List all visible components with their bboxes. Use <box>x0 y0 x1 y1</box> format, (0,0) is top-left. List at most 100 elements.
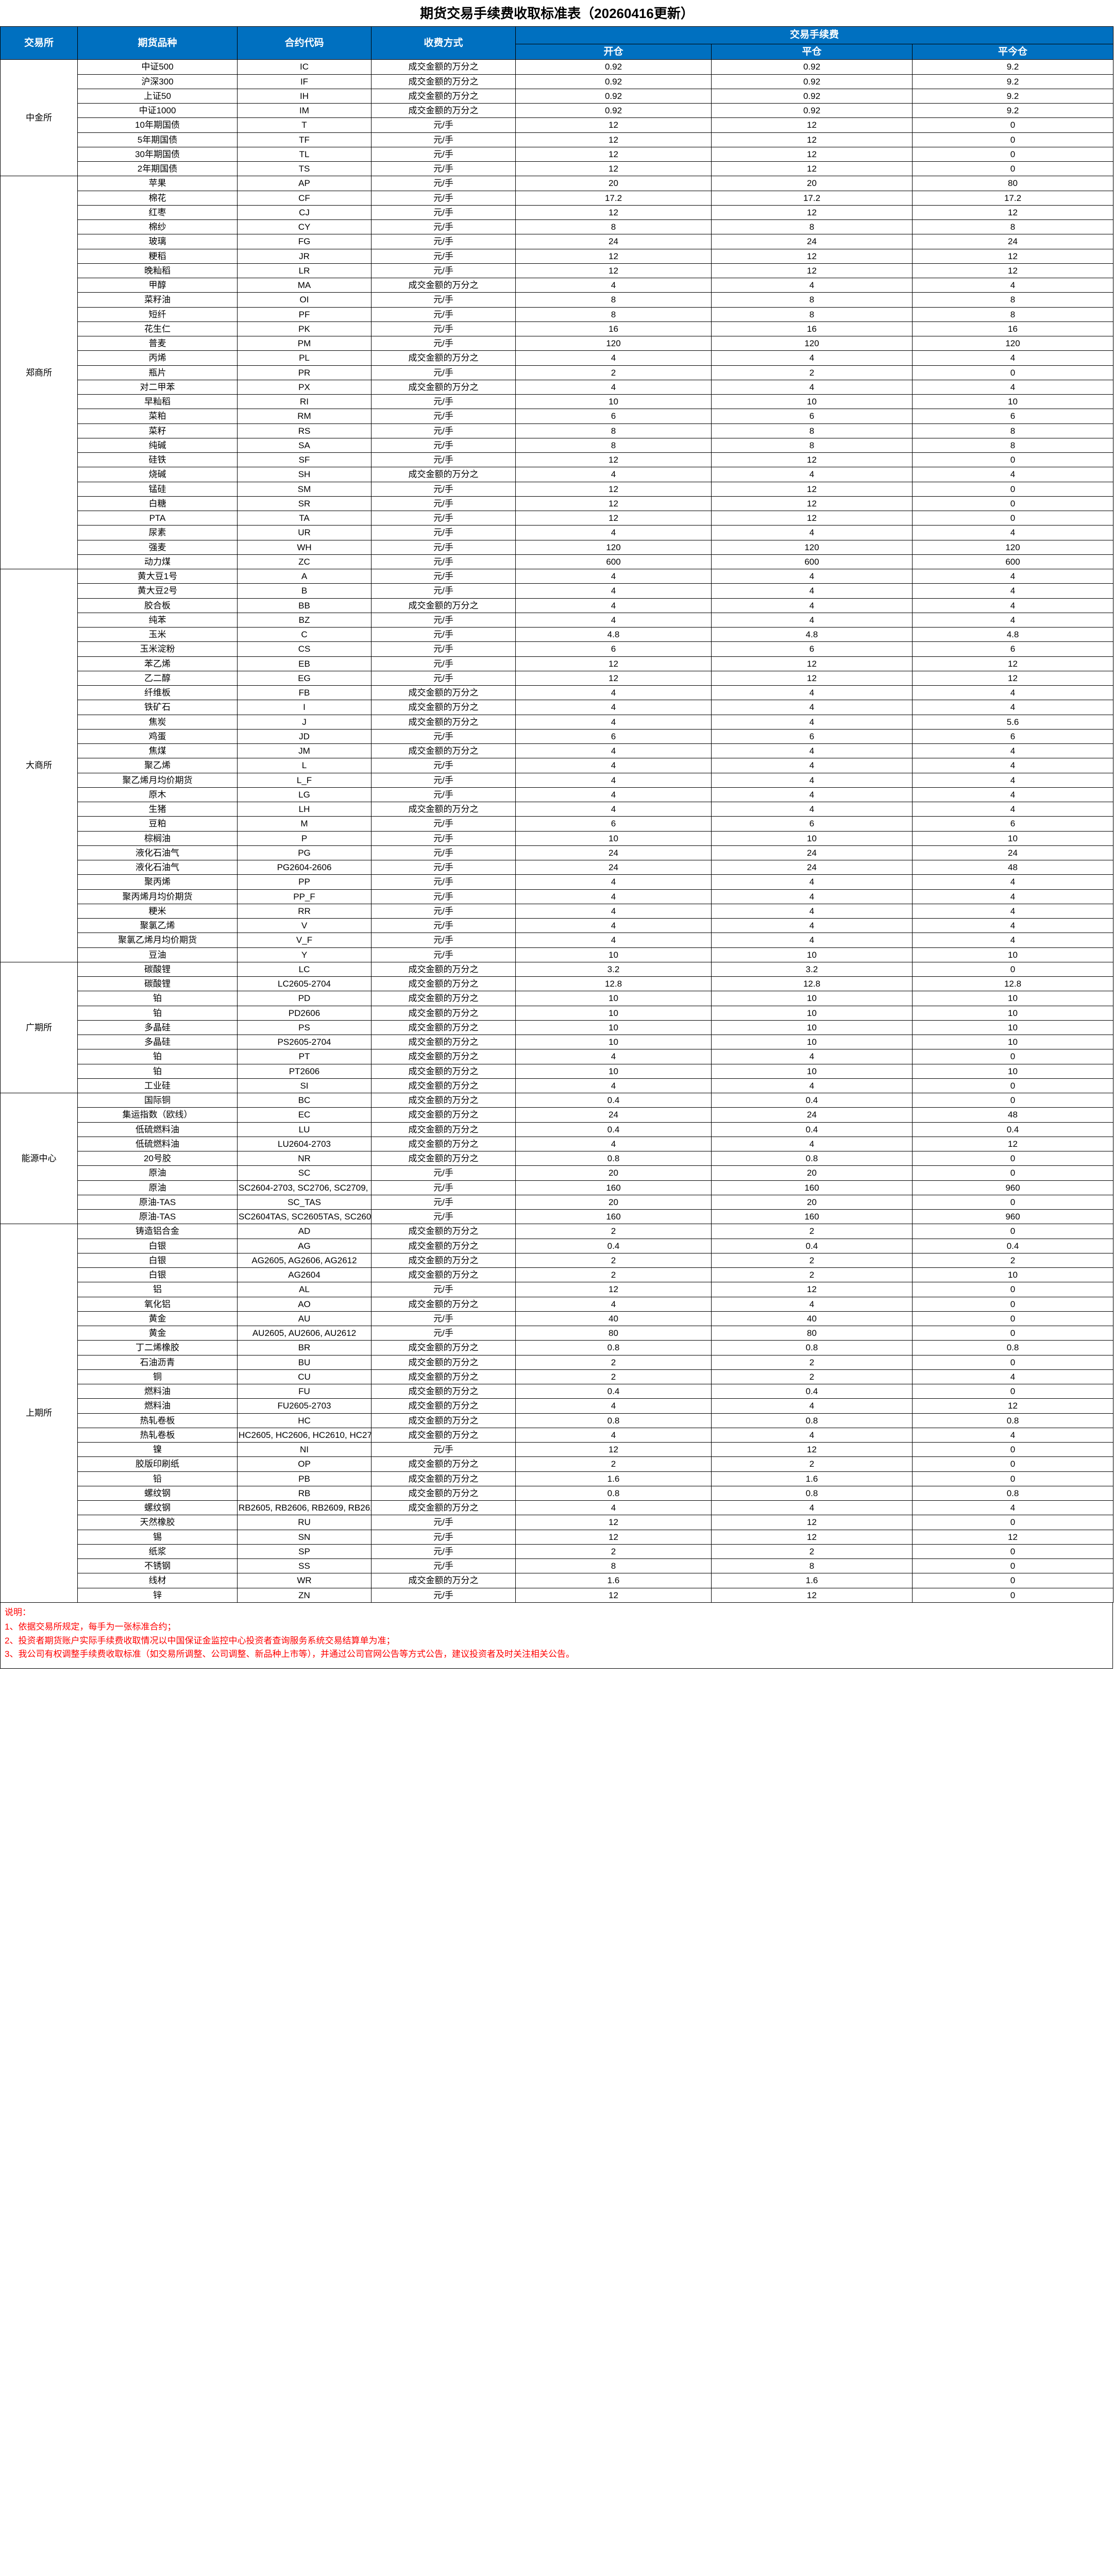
close-fee-cell: 3.2 <box>711 961 913 977</box>
table-row: PTA TA 元/手 12 12 0 <box>1 511 1114 526</box>
contract-code-cell: MA <box>237 278 372 293</box>
charge-mode-cell: 元/手 <box>371 307 516 322</box>
open-fee-cell: 12 <box>515 117 712 133</box>
product-cell: 乙二醇 <box>77 670 238 686</box>
open-fee-cell: 4 <box>515 598 712 613</box>
charge-mode-cell: 成交金额的万分之 <box>371 1427 516 1443</box>
close-today-fee-cell: 0 <box>912 1587 1114 1603</box>
close-today-fee-cell: 48 <box>912 1107 1114 1123</box>
table-row: 菜籽 RS 元/手 8 8 8 <box>1 423 1114 438</box>
contract-code-cell: AG <box>237 1238 372 1253</box>
open-fee-cell: 4 <box>515 612 712 628</box>
close-today-fee-cell: 4 <box>912 1369 1114 1385</box>
close-today-fee-cell: 4 <box>912 1427 1114 1443</box>
table-row: 铅 PB 成交金额的万分之 1.6 1.6 0 <box>1 1471 1114 1486</box>
open-fee-cell: 24 <box>515 860 712 875</box>
close-fee-cell: 12 <box>711 1587 913 1603</box>
table-row: 聚氯乙烯 V 元/手 4 4 4 <box>1 918 1114 934</box>
open-fee-cell: 8 <box>515 292 712 308</box>
product-cell: 焦煤 <box>77 743 238 759</box>
note-line: 3、我公司有权调整手续费收取标准（如交易所调整、公司调整、新品种上市等），并通过… <box>5 1649 575 1659</box>
contract-code-cell: FG <box>237 234 372 249</box>
charge-mode-cell: 元/手 <box>371 656 516 671</box>
table-row: 原油 SC 元/手 20 20 0 <box>1 1165 1114 1181</box>
close-fee-cell: 0.8 <box>711 1485 913 1501</box>
charge-mode-cell: 元/手 <box>371 1515 516 1530</box>
contract-code-cell: RS <box>237 423 372 438</box>
charge-mode-cell: 成交金额的万分之 <box>371 685 516 701</box>
charge-mode-cell: 元/手 <box>371 176 516 191</box>
table-row: 鸡蛋 JD 元/手 6 6 6 <box>1 728 1114 744</box>
table-row: 硅铁 SF 元/手 12 12 0 <box>1 452 1114 468</box>
product-cell: 不锈钢 <box>77 1558 238 1574</box>
open-fee-cell: 0.8 <box>515 1151 712 1166</box>
table-row: 焦炭 J 成交金额的万分之 4 4 5.6 <box>1 714 1114 730</box>
close-today-fee-cell: 4 <box>912 772 1114 788</box>
contract-code-cell: EB <box>237 656 372 671</box>
table-row: 多晶硅 PS2605-2704 成交金额的万分之 10 10 10 <box>1 1035 1114 1050</box>
close-today-fee-cell: 0 <box>912 1471 1114 1486</box>
close-today-fee-cell: 0 <box>912 1442 1114 1458</box>
close-fee-cell: 12 <box>711 481 913 497</box>
table-row: 纤维板 FB 成交金额的万分之 4 4 4 <box>1 685 1114 701</box>
col-header-open: 开仓 <box>515 43 712 60</box>
close-fee-cell: 12 <box>711 161 913 177</box>
contract-code-cell: ZC <box>237 554 372 570</box>
close-fee-cell: 12 <box>711 132 913 147</box>
table-row: 铂 PT2606 成交金额的万分之 10 10 10 <box>1 1063 1114 1079</box>
charge-mode-cell: 成交金额的万分之 <box>371 1573 516 1588</box>
open-fee-cell: 1.6 <box>515 1471 712 1486</box>
charge-mode-cell: 成交金额的万分之 <box>371 103 516 118</box>
product-cell: 天然橡胶 <box>77 1515 238 1530</box>
close-today-fee-cell: 0 <box>912 1151 1114 1166</box>
close-today-fee-cell: 12 <box>912 656 1114 671</box>
close-fee-cell: 10 <box>711 831 913 846</box>
table-row: 棉纱 CY 元/手 8 8 8 <box>1 219 1114 235</box>
table-row: 豆粕 M 元/手 6 6 6 <box>1 816 1114 832</box>
table-row: 20号胶 NR 成交金额的万分之 0.8 0.8 0 <box>1 1151 1114 1166</box>
open-fee-cell: 24 <box>515 845 712 861</box>
close-fee-cell: 20 <box>711 1194 913 1210</box>
open-fee-cell: 12 <box>515 161 712 177</box>
charge-mode-cell: 元/手 <box>371 583 516 599</box>
close-today-fee-cell: 0 <box>912 132 1114 147</box>
charge-mode-cell: 成交金额的万分之 <box>371 1500 516 1516</box>
product-cell: 多晶硅 <box>77 1020 238 1036</box>
charge-mode-cell: 成交金额的万分之 <box>371 1107 516 1123</box>
charge-mode-cell: 元/手 <box>371 772 516 788</box>
open-fee-cell: 80 <box>515 1326 712 1341</box>
open-fee-cell: 4 <box>515 1049 712 1064</box>
table-row: 沪深300 IF 成交金额的万分之 0.92 0.92 9.2 <box>1 74 1114 89</box>
table-row: 玉米 C 元/手 4.8 4.8 4.8 <box>1 627 1114 642</box>
product-cell: 对二甲苯 <box>77 379 238 395</box>
open-fee-cell: 12 <box>515 511 712 526</box>
table-row: 花生仁 PK 元/手 16 16 16 <box>1 321 1114 337</box>
open-fee-cell: 0.4 <box>515 1122 712 1137</box>
open-fee-cell: 16 <box>515 321 712 337</box>
table-row: 燃料油 FU 成交金额的万分之 0.4 0.4 0 <box>1 1384 1114 1399</box>
open-fee-cell: 6 <box>515 816 712 832</box>
contract-code-cell: IC <box>237 59 372 75</box>
contract-code-cell: P <box>237 831 372 846</box>
close-fee-cell: 10 <box>711 991 913 1006</box>
close-today-fee-cell: 0 <box>912 1049 1114 1064</box>
contract-code-cell: WH <box>237 539 372 555</box>
open-fee-cell: 160 <box>515 1180 712 1195</box>
close-today-fee-cell: 0 <box>912 365 1114 380</box>
close-today-fee-cell: 10 <box>912 831 1114 846</box>
table-row: 铂 PD2606 成交金额的万分之 10 10 10 <box>1 1005 1114 1021</box>
table-row: 丁二烯橡胶 BR 成交金额的万分之 0.8 0.8 0.8 <box>1 1340 1114 1355</box>
product-cell: 锌 <box>77 1587 238 1603</box>
close-fee-cell: 0.4 <box>711 1238 913 1253</box>
close-today-fee-cell: 12 <box>912 1136 1114 1152</box>
exchange-cell: 上期所 <box>0 1224 78 1603</box>
charge-mode-cell: 元/手 <box>371 670 516 686</box>
open-fee-cell: 4 <box>515 1398 712 1414</box>
close-fee-cell: 24 <box>711 1107 913 1123</box>
product-cell: 集运指数（欧线） <box>77 1107 238 1123</box>
close-today-fee-cell: 0 <box>912 1515 1114 1530</box>
table-row: 白糖 SR 元/手 12 12 0 <box>1 496 1114 512</box>
charge-mode-cell: 元/手 <box>371 1529 516 1545</box>
table-row: 白银 AG 成交金额的万分之 0.4 0.4 0.4 <box>1 1238 1114 1253</box>
charge-mode-cell: 元/手 <box>371 336 516 351</box>
